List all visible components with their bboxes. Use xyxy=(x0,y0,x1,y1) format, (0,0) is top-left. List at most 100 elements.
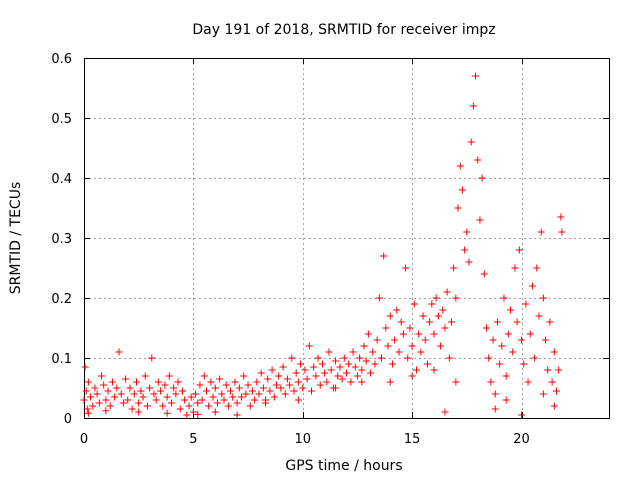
data-point xyxy=(395,348,403,356)
data-point xyxy=(135,399,143,407)
data-point xyxy=(231,378,239,386)
data-point xyxy=(332,384,340,392)
data-point xyxy=(542,336,550,344)
data-point xyxy=(159,402,167,410)
data-point xyxy=(369,348,377,356)
data-point xyxy=(408,342,416,350)
data-point xyxy=(360,342,368,350)
data-point xyxy=(185,402,193,410)
data-point xyxy=(382,324,390,332)
data-point xyxy=(504,330,512,338)
data-point xyxy=(384,342,392,350)
data-point xyxy=(386,378,394,386)
data-point xyxy=(211,384,219,392)
data-point xyxy=(207,378,215,386)
data-point xyxy=(410,300,418,308)
data-point xyxy=(111,393,119,401)
data-point xyxy=(443,288,451,296)
data-point xyxy=(421,336,429,344)
data-point xyxy=(141,372,149,380)
data-point xyxy=(143,402,151,410)
x-tick-label: 0 xyxy=(80,432,88,447)
data-point xyxy=(283,375,291,383)
data-point xyxy=(318,360,326,368)
data-point xyxy=(518,411,525,419)
data-point xyxy=(463,228,471,236)
data-point xyxy=(520,360,528,368)
data-point xyxy=(347,378,355,386)
data-point xyxy=(467,138,475,146)
data-point xyxy=(452,294,460,302)
data-point xyxy=(102,407,110,415)
x-tick-label: 20 xyxy=(513,432,530,447)
data-point xyxy=(122,375,130,383)
data-point xyxy=(281,390,289,398)
data-point xyxy=(351,363,359,371)
data-point xyxy=(402,264,410,272)
data-point xyxy=(161,381,169,389)
data-point xyxy=(174,378,182,386)
data-point xyxy=(548,378,556,386)
data-point xyxy=(194,399,202,407)
data-point xyxy=(84,378,92,386)
data-point xyxy=(343,369,350,377)
x-tick-label: 10 xyxy=(294,432,311,447)
data-point xyxy=(102,396,110,404)
data-point xyxy=(84,409,92,417)
data-point xyxy=(244,381,252,389)
data-point xyxy=(531,354,539,362)
x-tick-label: 15 xyxy=(404,432,421,447)
y-tick-label: 0.1 xyxy=(51,352,72,367)
data-point xyxy=(133,378,140,386)
data-point xyxy=(264,375,272,383)
data-point xyxy=(165,372,173,380)
data-point xyxy=(356,354,364,362)
data-point xyxy=(216,375,224,383)
data-point xyxy=(233,411,241,419)
data-point xyxy=(211,408,219,416)
data-point xyxy=(104,387,112,395)
data-point xyxy=(152,396,160,404)
data-point xyxy=(257,369,265,377)
data-point xyxy=(465,258,473,266)
data-point xyxy=(100,381,108,389)
data-point xyxy=(378,354,385,362)
data-point xyxy=(113,384,121,392)
data-point xyxy=(502,372,510,380)
data-point xyxy=(349,348,357,356)
data-point xyxy=(290,387,298,395)
data-point xyxy=(181,396,189,404)
data-point xyxy=(163,393,171,401)
data-point xyxy=(253,378,261,386)
data-point xyxy=(273,381,280,389)
data-point xyxy=(192,390,200,398)
data-point xyxy=(546,318,554,326)
data-point xyxy=(353,372,361,380)
data-point xyxy=(480,270,488,278)
data-point xyxy=(268,366,276,374)
data-points xyxy=(80,72,566,419)
data-point xyxy=(83,405,91,413)
data-point xyxy=(491,390,499,398)
data-point xyxy=(513,318,521,326)
data-point xyxy=(502,396,510,404)
data-point xyxy=(493,318,501,326)
data-point xyxy=(399,330,407,338)
data-point xyxy=(539,390,547,398)
data-point xyxy=(511,264,519,272)
data-point xyxy=(332,357,340,365)
data-point xyxy=(375,294,383,302)
data-point xyxy=(108,378,116,386)
data-point xyxy=(168,399,175,407)
data-point xyxy=(286,381,294,389)
data-point xyxy=(413,366,420,374)
data-point xyxy=(89,402,97,410)
data-point xyxy=(235,384,243,392)
data-point xyxy=(176,405,184,413)
data-point xyxy=(476,216,484,224)
data-point xyxy=(310,363,318,371)
data-point xyxy=(259,384,267,392)
chart-title: Day 191 of 2018, SRMTID for receiver imp… xyxy=(192,22,495,38)
data-point xyxy=(279,363,287,371)
